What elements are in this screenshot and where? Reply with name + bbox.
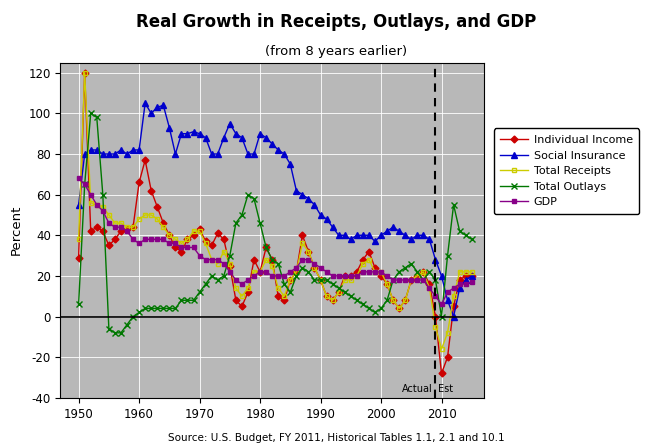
Text: (from 8 years earlier): (from 8 years earlier) [265, 45, 407, 58]
Text: Source: U.S. Budget, FY 2011, Historical Tables 1.1, 2.1 and 10.1: Source: U.S. Budget, FY 2011, Historical… [168, 433, 504, 443]
Legend: Individual Income, Social Insurance, Total Receipts, Total Outlays, GDP: Individual Income, Social Insurance, Tot… [494, 128, 640, 214]
Text: Real Growth in Receipts, Outlays, and GDP: Real Growth in Receipts, Outlays, and GD… [136, 13, 536, 31]
Y-axis label: Percent: Percent [10, 205, 23, 255]
Text: Est: Est [438, 384, 454, 394]
Text: Actual: Actual [402, 384, 432, 394]
